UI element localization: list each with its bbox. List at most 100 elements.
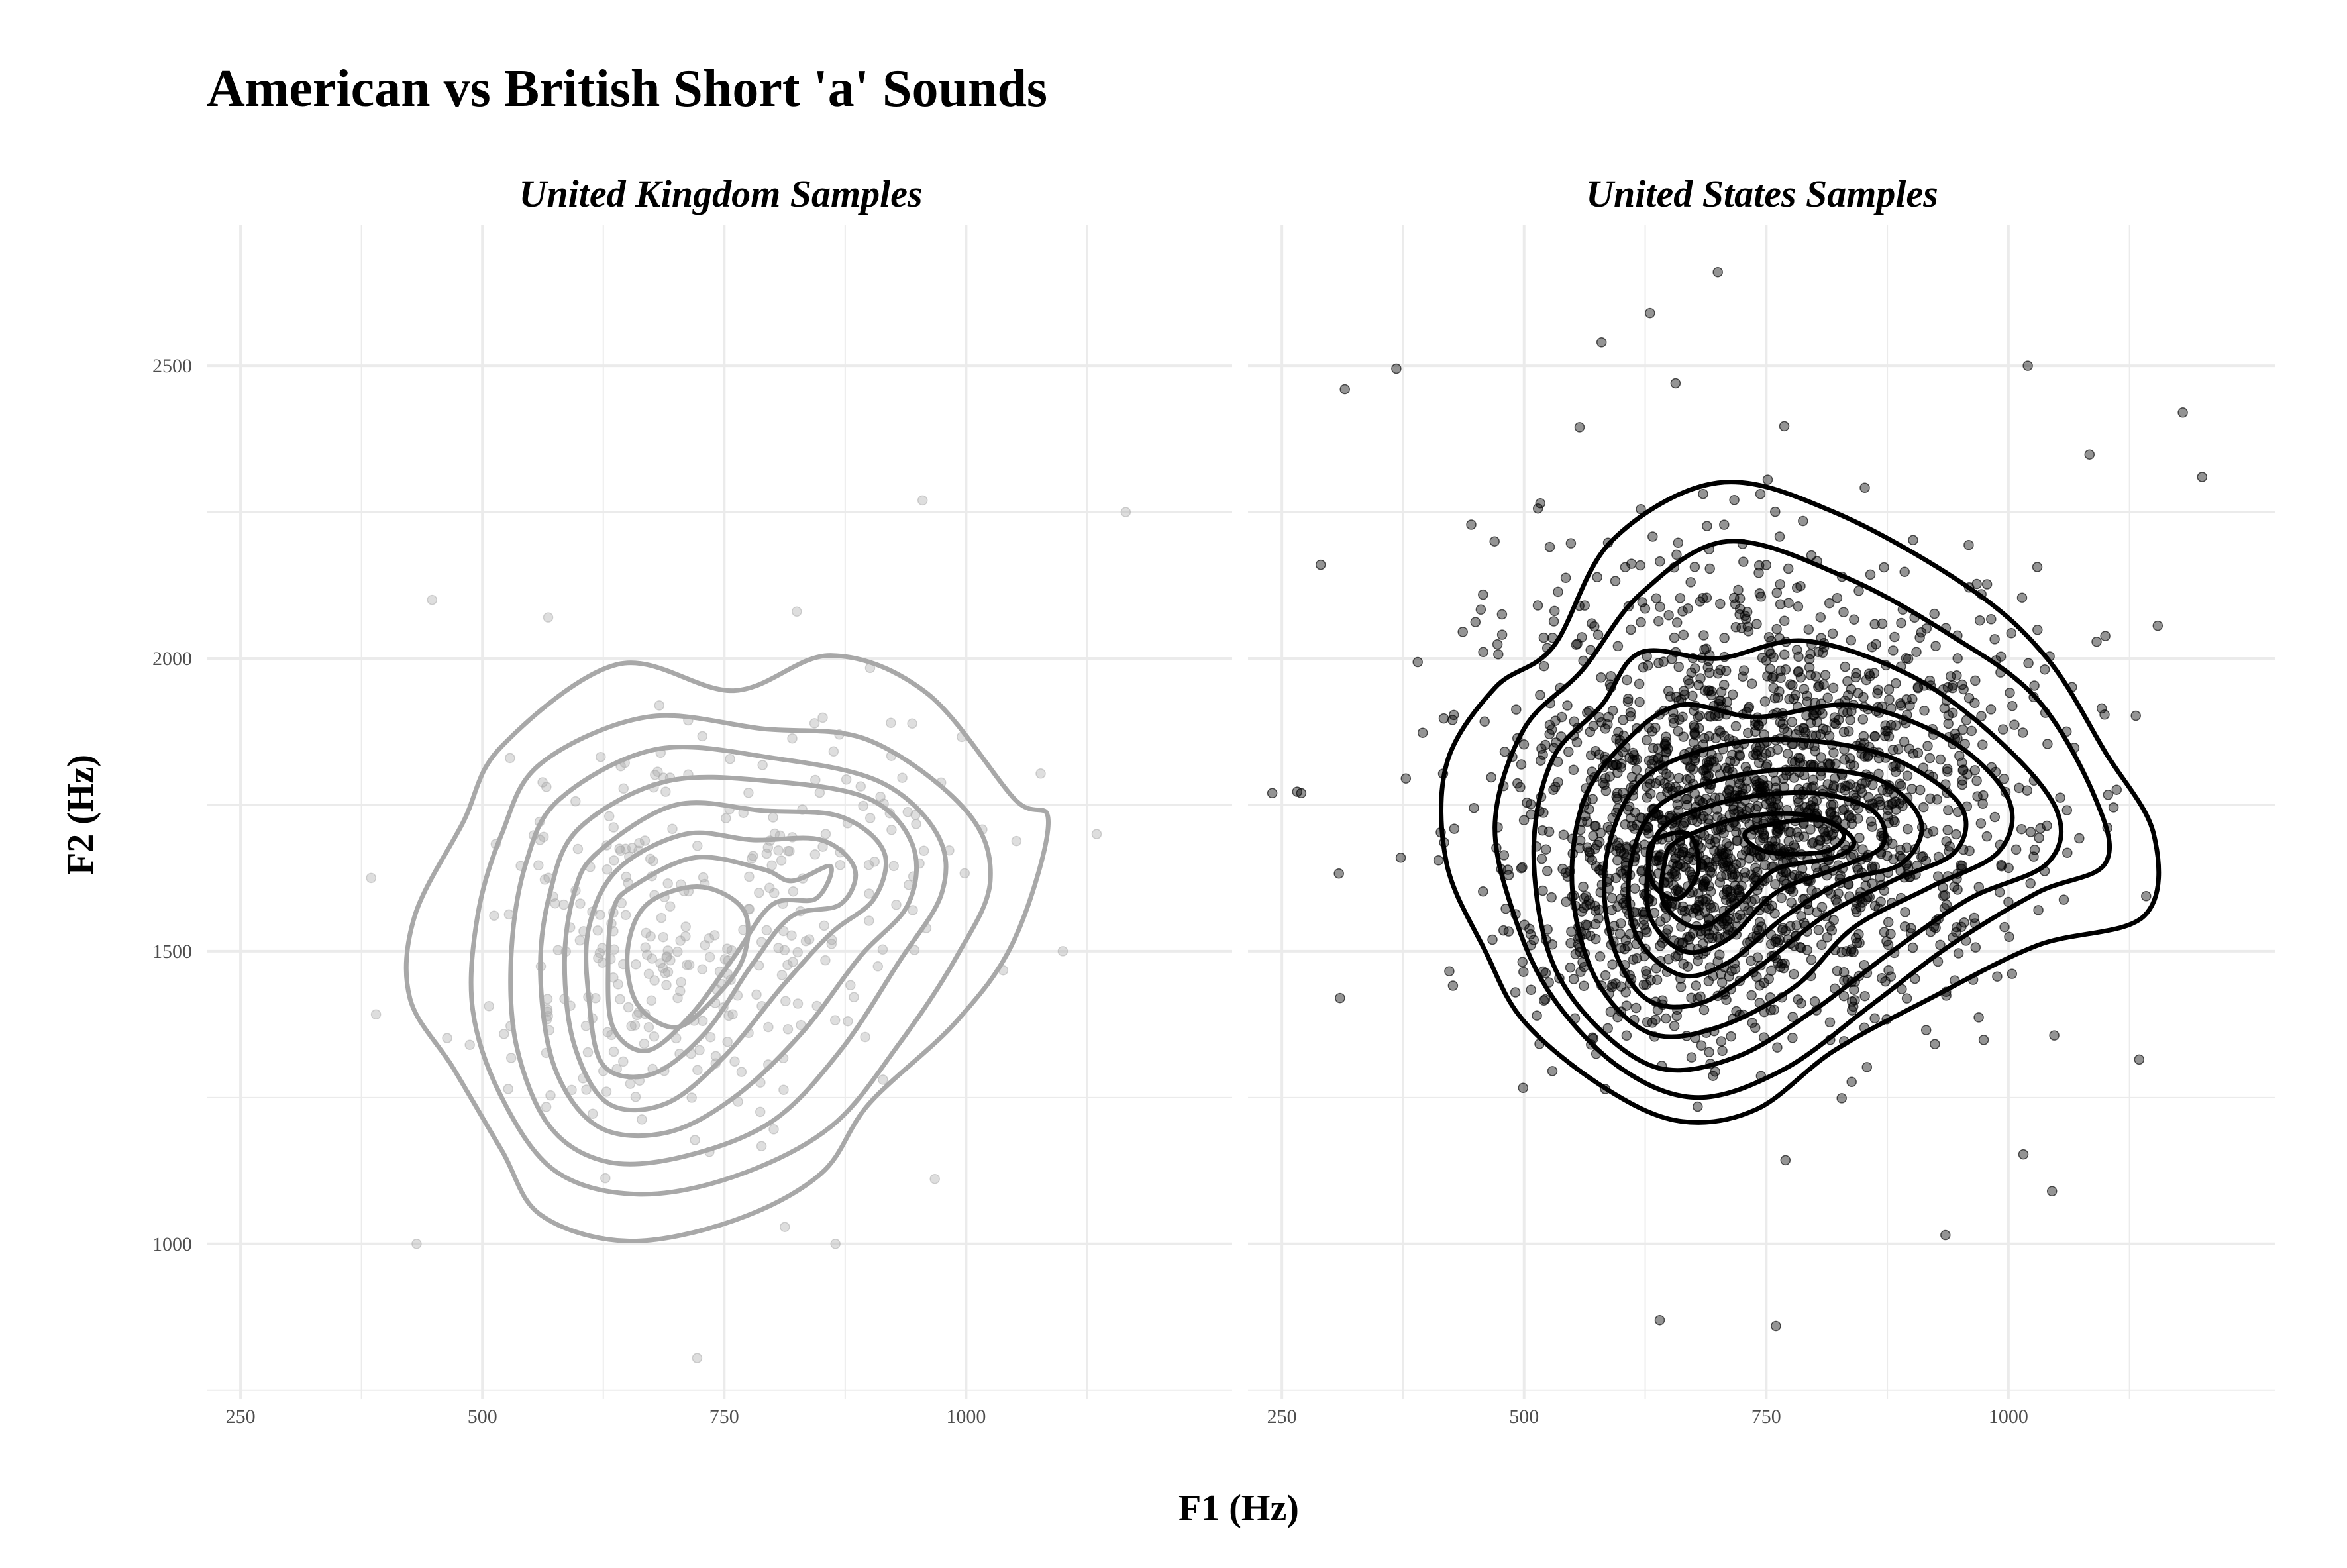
point-uk — [908, 905, 918, 915]
point-us — [1715, 664, 1726, 676]
point-uk — [877, 944, 888, 955]
point-us — [1977, 798, 1988, 810]
point-us — [1795, 580, 1806, 592]
point-uk — [778, 1084, 789, 1095]
point-us — [1895, 845, 1906, 855]
point-us — [1810, 746, 1821, 757]
point-us — [1718, 851, 1729, 861]
point-us — [1744, 802, 1755, 813]
point-us — [1606, 892, 1618, 904]
x-tick-label-us: 250 — [1267, 1406, 1297, 1428]
point-us — [1779, 649, 1790, 660]
point-us — [2025, 878, 2036, 889]
point-outlier-us — [2177, 407, 2188, 418]
point-us — [1620, 562, 1631, 572]
point-us — [1887, 838, 1898, 849]
point-us — [1724, 922, 1734, 933]
point-outlier-uk — [411, 1239, 422, 1249]
point-us — [1511, 704, 1522, 715]
point-us — [1914, 632, 1925, 643]
point-us — [1673, 661, 1684, 672]
point-uk — [640, 942, 651, 953]
point-us — [1836, 782, 1846, 794]
point-uk — [618, 783, 629, 794]
point-us — [1783, 598, 1794, 608]
point-us — [1859, 482, 1870, 494]
point-us — [1850, 995, 1860, 1006]
point-us — [1631, 1002, 1642, 1014]
point-uk — [776, 855, 787, 866]
point-us — [1954, 751, 1965, 761]
point-us — [1589, 621, 1600, 632]
point-outlier-us — [2022, 360, 2033, 371]
point-us — [2004, 931, 2014, 943]
point-us — [1724, 971, 1734, 982]
point-us — [1695, 673, 1706, 684]
point-us — [1621, 1030, 1632, 1041]
point-us — [1827, 829, 1838, 839]
point-us — [1908, 748, 1919, 759]
point-us — [1890, 796, 1901, 807]
point-us — [1838, 804, 1850, 815]
point-uk — [643, 1021, 654, 1033]
point-us — [1888, 815, 1899, 826]
point-outlier-us — [1712, 266, 1723, 278]
point-uk — [722, 1036, 733, 1047]
point-us — [1890, 720, 1901, 731]
point-us — [1945, 671, 1956, 682]
point-us — [1818, 679, 1829, 690]
point-uk — [820, 829, 831, 839]
point-us — [1610, 576, 1621, 586]
point-us — [1733, 584, 1744, 596]
point-us — [1816, 939, 1827, 951]
point-uk — [618, 1056, 629, 1067]
point-us — [1417, 727, 1428, 738]
point-uk — [729, 1056, 740, 1067]
x-tick-label-uk: 500 — [468, 1406, 497, 1428]
point-us — [1593, 913, 1604, 924]
point-us — [1906, 784, 1918, 794]
point-us — [1897, 984, 1907, 994]
x-tick-label-uk: 250 — [226, 1406, 256, 1428]
point-us — [1798, 515, 1808, 527]
point-us — [1699, 733, 1710, 744]
point-outlier-us — [1267, 788, 1278, 799]
x-tick-label-uk: 750 — [709, 1406, 739, 1428]
point-us — [1882, 851, 1893, 861]
point-us — [1538, 632, 1549, 643]
point-us — [1849, 614, 1859, 625]
point-uk — [768, 1124, 779, 1135]
point-us — [1653, 616, 1664, 627]
point-uk — [872, 961, 884, 972]
point-us — [1961, 715, 1972, 726]
point-uk — [623, 1002, 634, 1013]
point-us — [1753, 568, 1764, 578]
point-us — [1779, 615, 1790, 627]
point-uk — [829, 1015, 841, 1025]
point-uk — [841, 774, 852, 785]
point-us — [1846, 946, 1856, 957]
point-us — [1762, 671, 1773, 682]
point-us — [1771, 623, 1782, 635]
point-us — [1803, 624, 1814, 635]
point-uk — [891, 900, 902, 910]
panel-united-states: United States Samples 250 500 750 1000 — [1248, 172, 2275, 1428]
x-tick-label-uk: 1000 — [946, 1406, 986, 1428]
point-us — [1525, 929, 1536, 940]
point-outlier-uk — [427, 594, 438, 605]
point-us — [1705, 886, 1716, 897]
point-us — [1492, 639, 1503, 650]
point-us — [1549, 605, 1560, 617]
point-us — [1720, 894, 1732, 906]
point-us — [1574, 422, 1585, 433]
density-contour-us — [1626, 766, 1924, 979]
point-us — [1528, 935, 1539, 945]
point-us — [1631, 764, 1642, 775]
point-us — [1731, 827, 1742, 838]
point-us — [1589, 821, 1600, 831]
point-uk — [552, 945, 564, 955]
point-uk — [721, 813, 731, 824]
point-us — [1996, 859, 2007, 870]
point-us — [1728, 804, 1739, 815]
point-us — [1596, 672, 1606, 683]
